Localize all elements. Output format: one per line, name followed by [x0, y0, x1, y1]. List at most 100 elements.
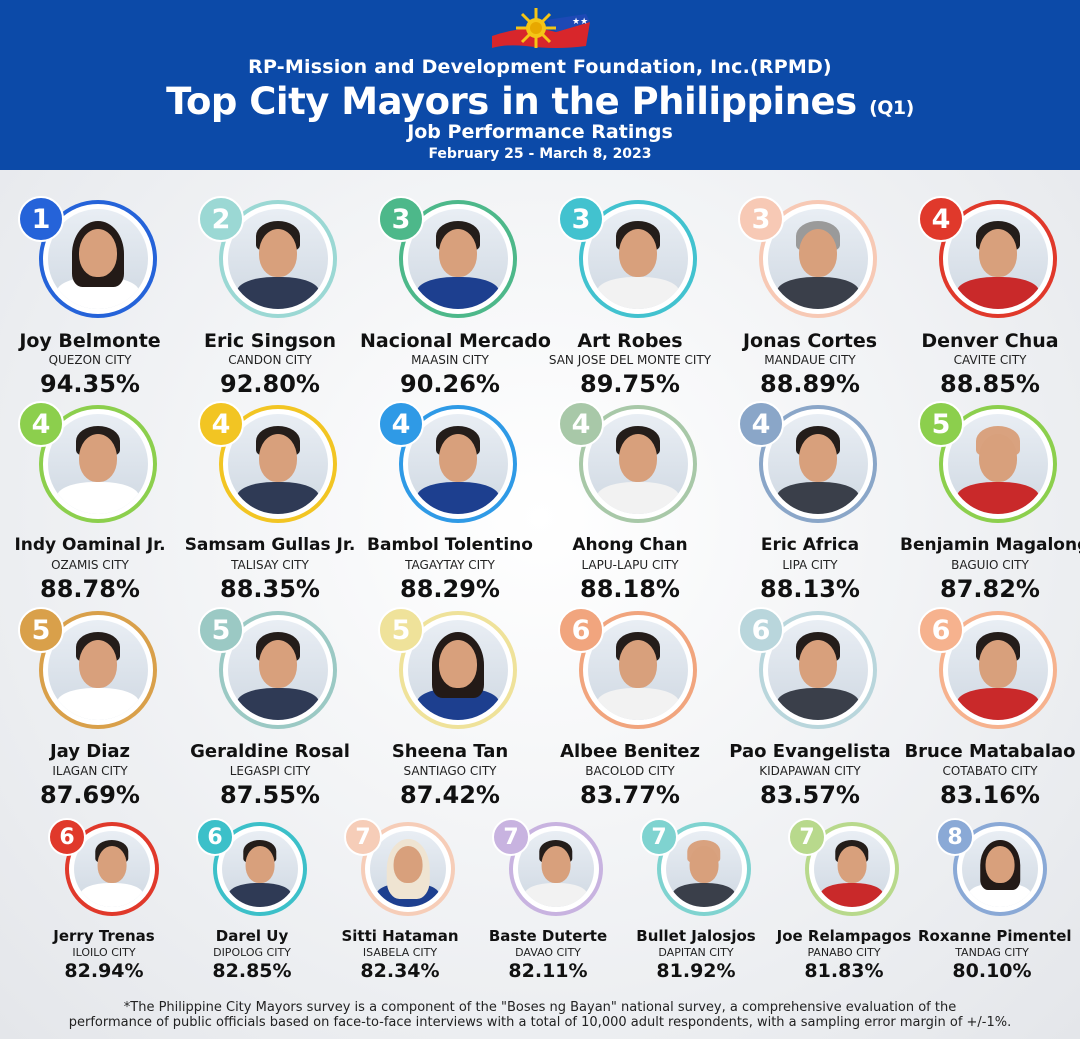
city-name: CAVITE CITY	[953, 353, 1027, 367]
mayor-card: 4 Denver Chua CAVITE CITY 88.85%	[900, 196, 1080, 400]
approval-rating: 82.85%	[212, 960, 292, 982]
mayor-photo	[588, 209, 688, 309]
city-name: MAASIN CITY	[411, 353, 489, 367]
mayor-card: 8 Roxanne Pimentel TANDAG CITY 80.10%	[918, 818, 1072, 985]
city-name: CANDON CITY	[228, 353, 312, 367]
rank-badge: 7	[640, 818, 678, 856]
mayor-name: Jonas Cortes	[742, 330, 878, 352]
approval-rating: 81.83%	[804, 960, 884, 982]
portrait-ring	[953, 822, 1047, 916]
approval-rating: 88.29%	[400, 575, 500, 603]
mayor-photo	[48, 209, 148, 309]
portrait-ring	[939, 405, 1057, 523]
mayor-card: 7 Joe Relampagos PANABO CITY 81.83%	[770, 818, 918, 985]
mayor-photo	[518, 831, 594, 907]
mayor-photo	[48, 620, 148, 720]
rank-badge: 4	[198, 401, 244, 447]
approval-rating: 82.94%	[64, 960, 144, 982]
header-banner: ★★ RP-Mission and Development Foundation…	[0, 0, 1080, 170]
mayor-card: 5 Benjamin Magalong BAGUIO CITY 87.82%	[900, 401, 1080, 605]
approval-rating: 83.57%	[760, 781, 860, 809]
rank-badge: 5	[378, 607, 424, 653]
mayor-photo	[222, 831, 298, 907]
rank-badge: 6	[196, 818, 234, 856]
mayor-name: Roxanne Pimentel	[918, 927, 1072, 945]
city-name: MANDAUE CITY	[764, 353, 856, 367]
rank-badge: 6	[558, 607, 604, 653]
rank-badge: 8	[936, 818, 974, 856]
rank-badge: 3	[558, 196, 604, 242]
portrait-ring	[579, 611, 697, 729]
title-text: Top City Mayors in the Philippines	[166, 80, 857, 123]
city-name: LIPA CITY	[782, 558, 838, 572]
rank-badge: 1	[18, 196, 64, 242]
city-name: BACOLOD CITY	[585, 764, 675, 778]
mayor-photo	[962, 831, 1038, 907]
mayor-name: Nacional Mercado	[360, 330, 551, 352]
approval-rating: 87.69%	[40, 781, 140, 809]
mayor-name: Geraldine Rosal	[190, 741, 350, 762]
mayor-name: Albee Benitez	[560, 741, 700, 762]
svg-text:★★: ★★	[572, 17, 588, 27]
approval-rating: 80.10%	[952, 960, 1032, 982]
city-name: SAN JOSE DEL MONTE CITY	[548, 353, 712, 367]
mayor-card: 3 Art Robes SAN JOSE DEL MONTE CITY 89.75%	[540, 196, 720, 400]
mayor-card: 6 Pao Evangelista KIDAPAWAN CITY 83.57%	[720, 607, 900, 811]
approval-rating: 88.13%	[760, 575, 860, 603]
rank-badge: 4	[918, 196, 964, 242]
mayor-name: Benjamin Magalong	[900, 535, 1080, 555]
mayor-photo	[588, 620, 688, 720]
mayor-photo	[408, 209, 508, 309]
survey-dates: February 25 - March 8, 2023	[428, 146, 652, 162]
mayor-name: Darel Uy	[215, 927, 289, 945]
rank-badge: 4	[18, 401, 64, 447]
rank-badge: 4	[738, 401, 784, 447]
city-name: OZAMIS CITY	[51, 558, 129, 572]
mayor-photo	[370, 831, 446, 907]
city-name: TALISAY CITY	[231, 558, 309, 572]
mayor-name: Bambol Tolentino	[367, 535, 533, 555]
mayor-card: 3 Nacional Mercado MAASIN CITY 90.26%	[360, 196, 551, 400]
mayor-card: 6 Jerry Trenas ILOILO CITY 82.94%	[30, 818, 178, 985]
mayor-photo	[588, 414, 688, 514]
rank-badge: 5	[198, 607, 244, 653]
city-name: KIDAPAWAN CITY	[759, 764, 861, 778]
mayor-photo	[768, 209, 868, 309]
approval-rating: 94.35%	[40, 370, 140, 398]
philippine-flag-logo: ★★	[492, 8, 590, 48]
mayor-card: 4 Indy Oaminal Jr. OZAMIS CITY 88.78%	[0, 401, 180, 605]
mayor-name: Indy Oaminal Jr.	[14, 535, 166, 555]
mayor-name: Eric Africa	[760, 535, 860, 555]
mayor-photo	[948, 620, 1048, 720]
mayor-card: 6 Bruce Matabalao COTABATO CITY 83.16%	[900, 607, 1080, 811]
rank-badge: 2	[198, 196, 244, 242]
mayor-name: Sitti Hataman	[341, 927, 459, 945]
city-name: ISABELA CITY	[362, 946, 438, 959]
mayor-photo	[948, 414, 1048, 514]
footnote: *The Philippine City Mayors survey is a …	[0, 1000, 1080, 1030]
city-name: TANDAG CITY	[955, 946, 1029, 959]
mayor-card: 5 Jay Diaz ILAGAN CITY 87.69%	[0, 607, 180, 811]
rank-badge: 7	[344, 818, 382, 856]
mayor-name: Denver Chua	[921, 330, 1059, 352]
rank-badge: 5	[18, 607, 64, 653]
mayor-card: 7 Bullet Jalosjos DAPITAN CITY 81.92%	[622, 818, 770, 985]
rank-badge: 6	[738, 607, 784, 653]
approval-rating: 81.92%	[656, 960, 736, 982]
approval-rating: 82.34%	[360, 960, 440, 982]
mayor-card: 4 Bambol Tolentino TAGAYTAY CITY 88.29%	[360, 401, 540, 605]
mayor-photo	[948, 209, 1048, 309]
mayor-photo	[228, 620, 328, 720]
mayor-name: Ahong Chan	[572, 535, 688, 555]
approval-rating: 83.77%	[580, 781, 680, 809]
mayor-photo	[74, 831, 150, 907]
mayor-name: Art Robes	[577, 330, 683, 352]
portrait-ring	[39, 611, 157, 729]
mayor-card: 4 Eric Africa LIPA CITY 88.13%	[720, 401, 900, 605]
rank-badge: 4	[558, 401, 604, 447]
quarter-label: (Q1)	[869, 97, 914, 119]
mayor-photo	[228, 209, 328, 309]
city-name: LAPU-LAPU CITY	[581, 558, 679, 572]
mayor-card: 2 Eric Singson CANDON CITY 92.80%	[180, 196, 360, 400]
city-name: BAGUIO CITY	[951, 558, 1029, 572]
